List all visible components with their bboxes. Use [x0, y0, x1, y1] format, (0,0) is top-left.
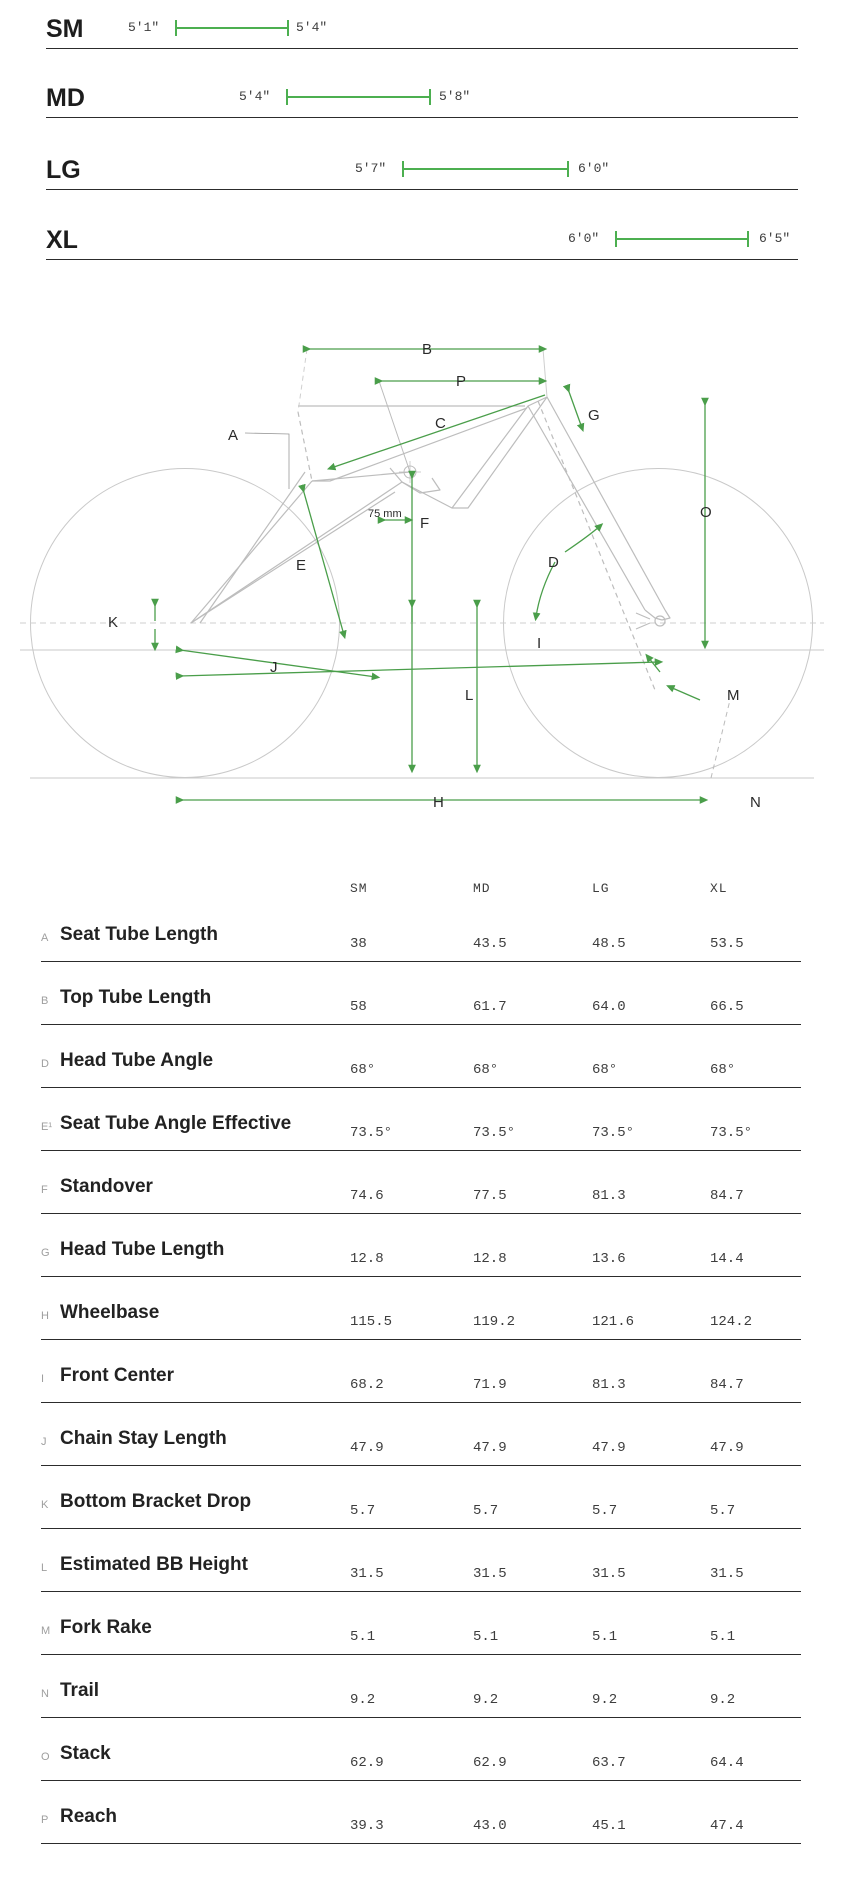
svg-text:75 mm: 75 mm — [368, 508, 402, 520]
svg-text:H: H — [433, 794, 444, 811]
svg-text:O: O — [700, 504, 712, 521]
svg-text:C: C — [435, 415, 446, 432]
svg-text:I: I — [537, 635, 541, 652]
svg-text:E: E — [296, 557, 306, 574]
svg-text:K: K — [108, 614, 118, 631]
svg-text:F: F — [420, 515, 429, 532]
svg-text:M: M — [727, 687, 740, 704]
svg-text:G: G — [588, 407, 600, 424]
svg-text:P: P — [456, 373, 466, 390]
svg-text:D: D — [548, 554, 559, 571]
svg-text:B: B — [422, 341, 432, 358]
svg-text:N: N — [750, 794, 761, 811]
svg-text:L: L — [465, 687, 473, 704]
svg-text:J: J — [270, 659, 278, 676]
svg-text:A: A — [228, 427, 238, 444]
